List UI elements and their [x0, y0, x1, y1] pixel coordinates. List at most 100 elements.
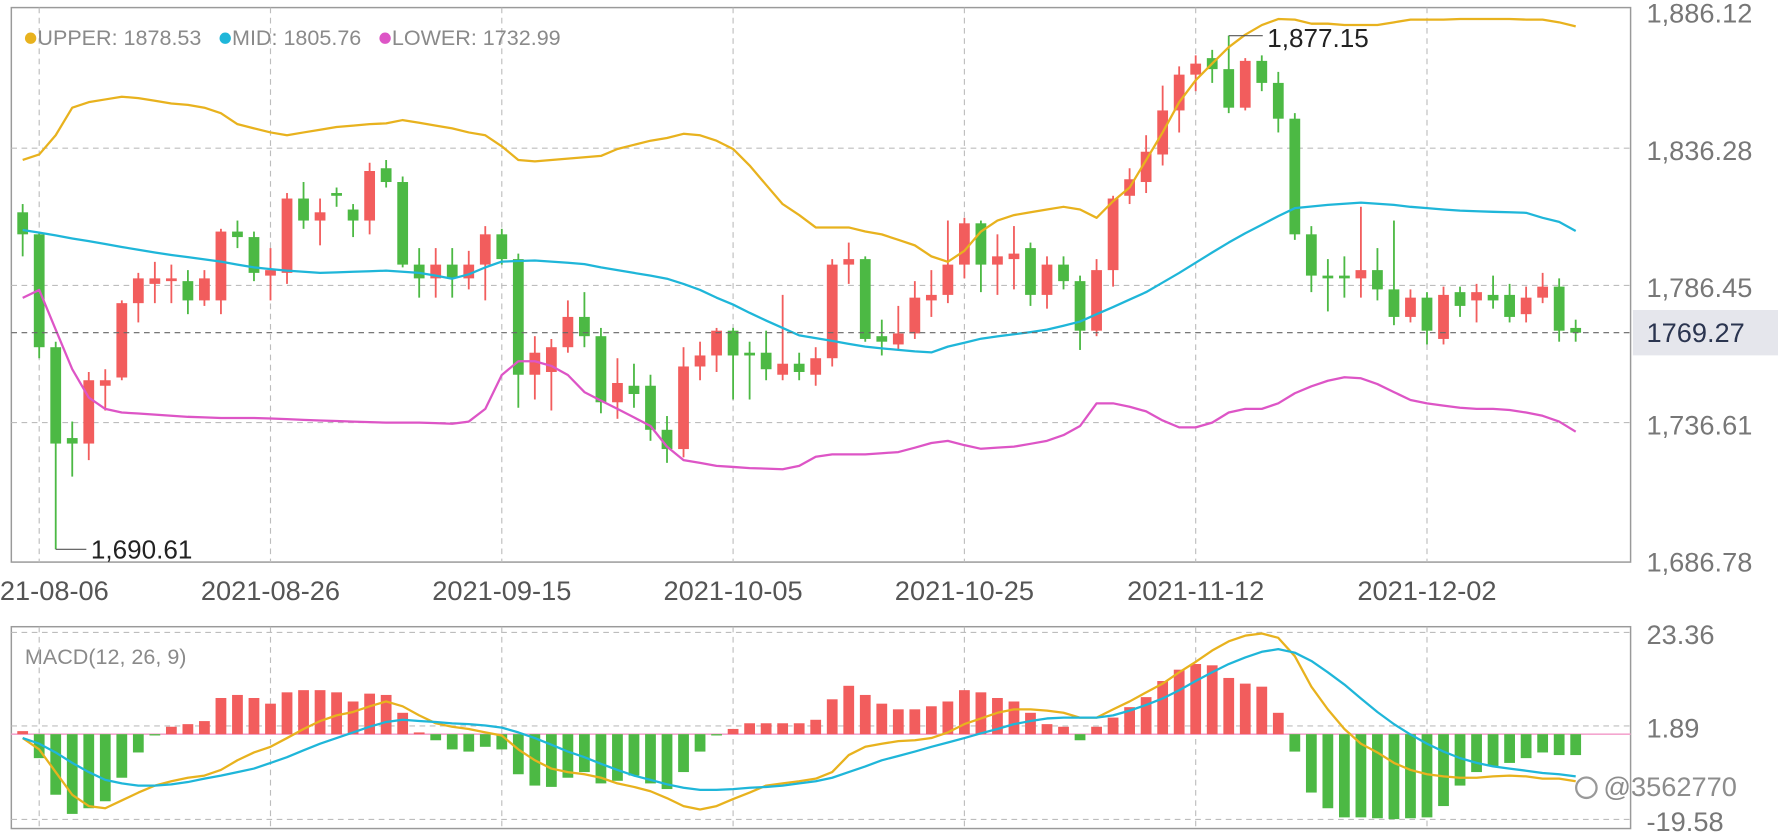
x-tick-label: 2021-12-02	[1357, 575, 1496, 606]
candle-body	[66, 438, 78, 444]
candle-body	[760, 352, 772, 370]
histogram-bar	[50, 734, 62, 795]
histogram-bar	[843, 685, 855, 735]
candle-body	[959, 223, 970, 265]
candle-body	[1025, 248, 1036, 295]
histogram-bar	[17, 731, 29, 735]
candle-body	[1140, 151, 1152, 183]
x-tick-label: 2021-10-05	[664, 575, 803, 606]
histogram-bar	[628, 734, 640, 776]
candle-body	[777, 363, 789, 375]
histogram-bar	[1008, 701, 1020, 735]
candle-body	[595, 336, 607, 403]
histogram-bar	[281, 692, 293, 735]
candle-body	[1239, 60, 1251, 108]
candle-body	[1289, 118, 1301, 235]
histogram-bar	[132, 734, 144, 753]
candle-body	[612, 382, 623, 403]
histogram-bar	[925, 706, 937, 735]
histogram-bar	[364, 693, 376, 735]
histogram-bar	[1272, 712, 1284, 735]
histogram-bar	[116, 734, 128, 778]
y-tick-label: 23.36	[1646, 619, 1714, 650]
candle-body	[182, 281, 194, 301]
histogram-bar	[1537, 734, 1549, 753]
candle-body	[1421, 297, 1433, 331]
candle-body	[1438, 294, 1449, 339]
candle-body	[446, 264, 458, 279]
candle-body	[562, 316, 574, 348]
histogram-bar	[1091, 726, 1102, 735]
candle-body	[1008, 253, 1020, 260]
candle-body	[975, 223, 987, 265]
x-tick-label: 2021-09-15	[432, 575, 571, 606]
band-line	[22, 201, 1577, 354]
histogram-bar	[612, 734, 623, 781]
candle-body	[843, 259, 855, 265]
candle-body	[413, 264, 425, 279]
histogram-bar	[298, 690, 309, 735]
candle-body	[232, 231, 243, 238]
candle-body	[942, 264, 954, 295]
candle-body	[479, 234, 491, 265]
candle-body	[1570, 327, 1582, 333]
histogram-bar	[545, 734, 557, 787]
legend-label: LOWER: 1732.99	[392, 26, 561, 50]
histogram-bar	[182, 724, 194, 735]
candle-body	[859, 259, 871, 339]
candle-body	[331, 193, 342, 196]
histogram-bar	[1206, 665, 1218, 735]
histogram-bar	[678, 734, 689, 773]
watermark-text: @3562770	[1603, 771, 1737, 802]
histogram-bar	[1570, 734, 1582, 756]
candle-body	[149, 278, 161, 284]
histogram-bar	[232, 694, 243, 735]
macd-plot-frame	[10, 625, 1632, 830]
candle-body	[347, 209, 359, 221]
histogram-bar	[397, 712, 409, 735]
candle-body	[1372, 270, 1383, 290]
candle-body	[1405, 297, 1416, 317]
macd-line	[22, 648, 1576, 792]
candle-body	[1553, 286, 1565, 331]
candle-body	[17, 212, 29, 235]
candle-body	[314, 212, 326, 221]
histogram-bar	[1041, 724, 1053, 735]
candle-body	[1256, 60, 1268, 83]
histogram-bar	[463, 734, 475, 752]
legend-label: UPPER: 1878.53	[37, 26, 201, 50]
y-tick-label: 1,686.78	[1646, 547, 1752, 578]
histogram-bar	[975, 692, 987, 735]
candle-body	[512, 259, 524, 375]
macd-title: MACD(12, 26, 9)	[25, 645, 187, 669]
histogram-bar	[942, 701, 954, 735]
candle-body	[397, 182, 409, 265]
candle-body	[876, 336, 888, 342]
histogram-bar	[215, 697, 227, 735]
candle-body	[1355, 270, 1367, 279]
y-tick-label: 1.89	[1646, 713, 1699, 744]
histogram-bar	[99, 734, 111, 802]
histogram-bar	[265, 703, 276, 735]
candle-body	[694, 355, 706, 367]
y-tick-label: 1,736.61	[1646, 409, 1752, 440]
histogram-bar	[810, 719, 822, 735]
candle-body	[1537, 286, 1549, 298]
candle-body	[529, 352, 541, 375]
histogram-bar	[512, 734, 524, 775]
histogram-bar	[430, 734, 442, 741]
histogram-bar	[876, 703, 888, 735]
legend-dot	[219, 32, 231, 44]
histogram-bar	[744, 723, 756, 735]
watermark: @3562770	[1575, 771, 1737, 802]
histogram-bar	[1025, 712, 1036, 735]
histogram-bar	[248, 697, 260, 735]
histogram-bar	[347, 701, 359, 735]
x-tick-label: 2021-10-25	[895, 575, 1034, 606]
histogram-bar	[1454, 734, 1466, 786]
candle-body	[892, 333, 904, 345]
histogram-bar	[1438, 734, 1449, 807]
histogram-bar	[661, 734, 673, 790]
candle-body	[925, 294, 937, 301]
